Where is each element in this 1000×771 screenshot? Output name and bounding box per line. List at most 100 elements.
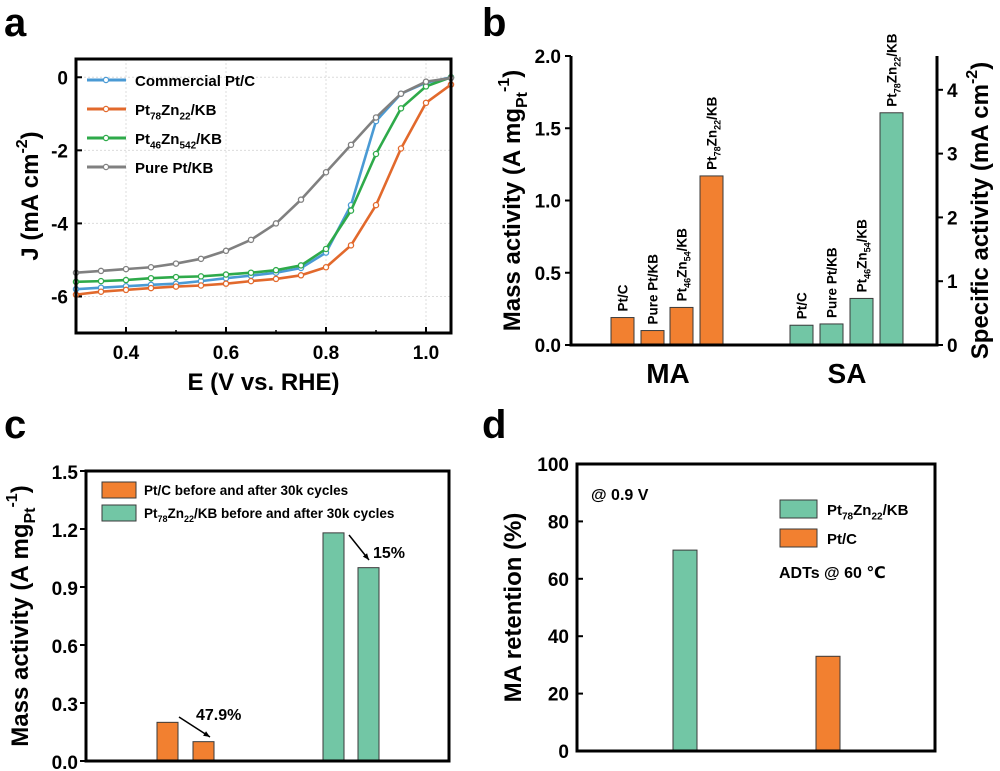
- data-point: [172, 283, 180, 290]
- bar-label: Pt78Zn22/KB: [885, 33, 903, 107]
- x-tick-label: 0.8: [313, 343, 339, 364]
- x-tick-label: 1.0: [413, 343, 439, 364]
- data-point: [172, 260, 180, 267]
- y-tick-label: 0: [57, 68, 68, 89]
- data-point: [372, 114, 380, 121]
- data-point: [247, 269, 255, 276]
- bar-label: Pt/C: [795, 292, 810, 319]
- data-point: [197, 273, 205, 280]
- y-axis-label: J (mA cm-2): [14, 131, 44, 260]
- data-point: [97, 277, 105, 285]
- y-tick-label: 1.5: [52, 463, 79, 484]
- legend-label: Pt/C: [827, 531, 857, 548]
- bar-before: [322, 532, 345, 762]
- data-point: [297, 272, 305, 279]
- annotation-potential: @ 0.9 V: [591, 487, 649, 504]
- data-point: [122, 286, 130, 294]
- legend-marker: [102, 105, 110, 113]
- y-tick-label: 0.0: [52, 753, 78, 771]
- data-point: [322, 245, 330, 253]
- y-left-axis-label: Mass activity (A mgPt-1): [496, 70, 531, 331]
- bar-label: Pt/C: [616, 284, 631, 311]
- data-point: [397, 145, 405, 152]
- y-tick-label: 0.6: [52, 637, 78, 658]
- panel-a-lsv-chart: 0.4 0.6 0.8 1.0 0 -2 -4 -6 Commercial Pt/C Pt78Zn…: [14, 57, 455, 396]
- y-tick-label: 100: [537, 455, 569, 476]
- x-axis-label: E (V vs. RHE): [187, 369, 339, 396]
- data-point: [347, 242, 355, 249]
- data-point: [222, 271, 230, 278]
- data-point: [147, 263, 155, 271]
- series-line-2: [75, 76, 452, 284]
- legend-marker: [102, 163, 110, 171]
- legend-label: Pt78Zn22/KB before and after 30k cycles: [144, 506, 394, 524]
- data-point: [272, 275, 280, 283]
- data-point: [122, 265, 130, 273]
- bar-after: [192, 741, 215, 762]
- annotation-pt78-loss: 15%: [373, 545, 405, 562]
- y-right-tick-label: 4: [947, 81, 958, 102]
- bar-ma: [610, 317, 635, 346]
- series-line-0: [75, 75, 452, 291]
- data-point: [222, 280, 230, 287]
- legend-label: Pure Pt/KB: [135, 160, 214, 177]
- legend-swatch: [101, 481, 137, 499]
- y-axis-label: MA retention (%): [500, 513, 527, 703]
- category-label-sa: SA: [828, 358, 867, 389]
- y-axis-label: Mass activity (A mgPt-1): [4, 485, 39, 746]
- panel-b-activity-chart: 0.0 0.5 1.0 1.5 2.0 0 1 2 3 4 Pt/C Pure Pt/KB Pt46Zn…: [496, 33, 994, 389]
- panel-label-d: d: [482, 403, 506, 447]
- panel-d-retention-chart: 0 20 40 60 80 100 Pt78Zn22/KB Pt/C @ 0.9 V ADTs @…: [500, 455, 937, 763]
- data-point: [97, 288, 105, 295]
- y-tick-label: -4: [51, 214, 68, 235]
- bar-label: Pure Pt/KB: [646, 254, 661, 325]
- y-left-tick-label: 1.0: [535, 192, 561, 213]
- bar-sa: [879, 112, 904, 346]
- axis-lines: [569, 56, 939, 347]
- data-point: [422, 78, 430, 85]
- arrow-pt78-head: [362, 553, 369, 560]
- y-tick-label: 60: [548, 570, 569, 591]
- bar-pt78zn22: [672, 549, 698, 752]
- y-right-axis-label: Specific activity (mA cm-2): [964, 62, 994, 359]
- panel-c-durability-chart: 0.0 0.3 0.6 0.9 1.2 1.5 47.9% 15% Pt/C before an…: [4, 463, 451, 771]
- y-right-tick-label: 2: [947, 208, 958, 229]
- bar-ma: [699, 175, 724, 346]
- y-left-tick-label: 1.5: [535, 119, 562, 140]
- y-tick-label: 1.2: [52, 521, 78, 542]
- bar-label: Pt78Zn22/KB: [705, 96, 723, 170]
- y-tick-label: 20: [548, 685, 569, 706]
- data-point: [222, 247, 230, 255]
- data-point: [197, 255, 205, 263]
- legend-label: Commercial Pt/C: [135, 73, 255, 90]
- legend-label: Pt78Zn22/KB: [827, 502, 909, 523]
- data-point: [97, 267, 105, 275]
- series-line-3: [75, 76, 452, 275]
- series-line-1: [75, 83, 452, 296]
- data-point: [247, 236, 255, 244]
- bar-sa: [849, 297, 874, 346]
- y-tick-label: 80: [548, 512, 569, 533]
- legend-swatch: [101, 504, 137, 522]
- y-left-tick-label: 0.0: [535, 336, 561, 357]
- panel-label-b: b: [482, 1, 506, 45]
- x-tick-label: 0.6: [213, 343, 239, 364]
- data-point: [322, 169, 330, 176]
- plot-frame: [575, 462, 937, 753]
- panel-label-a: a: [4, 1, 27, 45]
- legend-swatch: [779, 528, 818, 548]
- category-label-ma: MA: [646, 358, 690, 389]
- data-point: [322, 263, 330, 271]
- data-point: [122, 276, 130, 284]
- y-tick-label: -2: [51, 141, 68, 162]
- bar-before: [156, 721, 179, 762]
- y-tick-label: 40: [548, 627, 569, 648]
- data-point: [297, 262, 305, 269]
- plot-frame: [74, 57, 453, 335]
- data-point: [297, 196, 305, 203]
- plot-frame: [84, 469, 451, 763]
- legend-swatch: [779, 499, 818, 519]
- bar-label: Pure Pt/KB: [825, 247, 840, 318]
- data-point: [272, 266, 280, 274]
